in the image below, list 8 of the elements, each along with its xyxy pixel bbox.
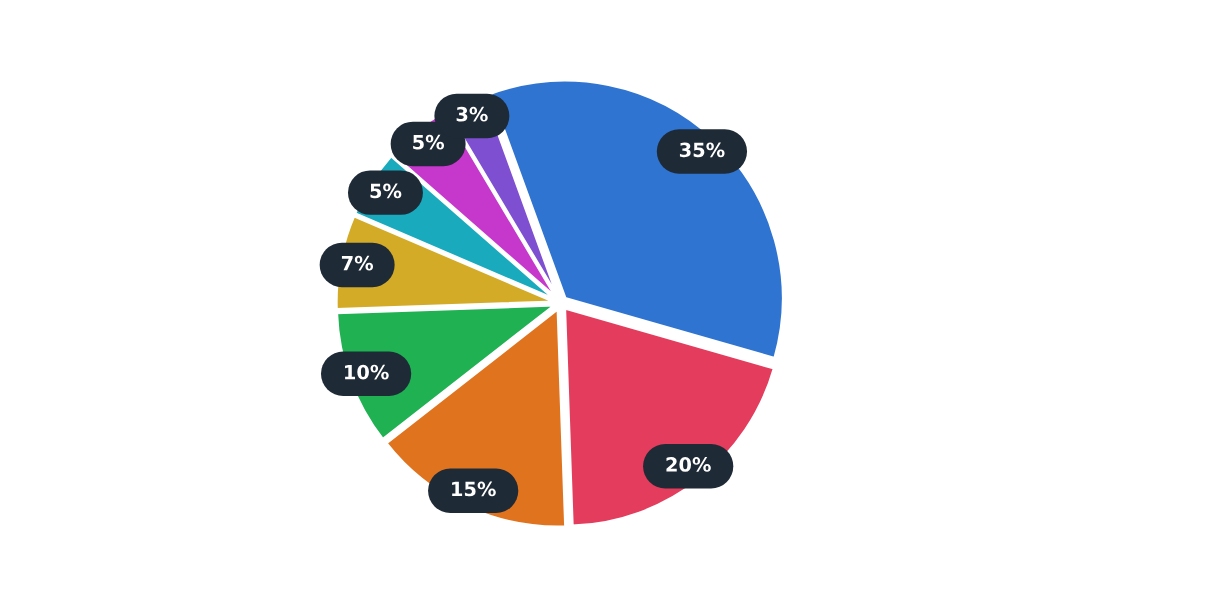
data-label: 3% <box>456 106 488 122</box>
data-label: 7% <box>341 255 374 271</box>
data-label: 5% <box>370 183 402 199</box>
data-label: 5% <box>413 134 445 150</box>
data-label: 20% <box>666 457 711 472</box>
data-label: 15% <box>452 481 496 497</box>
data-label: 35% <box>679 142 725 158</box>
data-label: 10% <box>345 364 389 380</box>
